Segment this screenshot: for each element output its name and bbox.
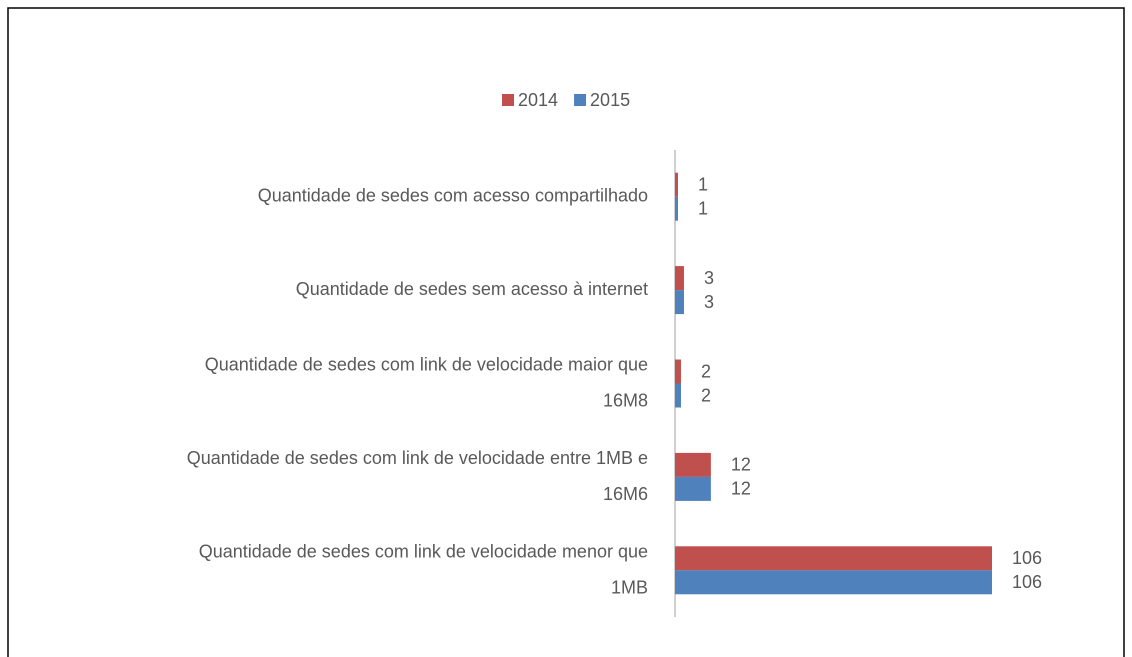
- bar: [675, 196, 678, 221]
- legend-swatch: [574, 94, 587, 106]
- category-label-line: Quantidade de sedes sem acesso à interne…: [296, 279, 648, 299]
- bar: [675, 383, 681, 408]
- bar: [675, 546, 992, 571]
- category-label: Quantidade de sedes com link de velocida…: [205, 354, 648, 410]
- legend-swatch: [502, 94, 514, 106]
- legend-label: 2015: [590, 90, 630, 110]
- data-label: 106: [1012, 548, 1042, 568]
- category-label-line: 16M8: [603, 390, 648, 410]
- category-label-line: Quantidade de sedes com acesso compartil…: [258, 185, 648, 205]
- bar: [675, 452, 711, 477]
- data-label: 12: [731, 455, 751, 475]
- data-label: 1: [698, 198, 708, 218]
- bar: [675, 290, 684, 315]
- legend-label: 2014: [518, 90, 558, 110]
- data-label: 3: [704, 268, 714, 288]
- category-label-line: Quantidade de sedes com link de velocida…: [199, 541, 648, 561]
- bar: [675, 266, 684, 291]
- data-label: 106: [1012, 572, 1042, 592]
- data-label: 2: [701, 361, 711, 381]
- category-label: Quantidade de sedes com acesso compartil…: [258, 185, 648, 205]
- category-label-line: Quantidade de sedes com link de velocida…: [205, 354, 648, 374]
- category-label: Quantidade de sedes com link de velocida…: [199, 541, 648, 597]
- category-label-line: 16M6: [603, 484, 648, 504]
- data-label: 2: [701, 385, 711, 405]
- bar: [675, 570, 992, 595]
- category-label-line: 1MB: [611, 577, 648, 597]
- data-label: 12: [731, 479, 751, 499]
- bar: [675, 359, 681, 384]
- category-label: Quantidade de sedes com link de velocida…: [187, 448, 648, 504]
- bar: [675, 172, 678, 197]
- bar: [675, 476, 711, 501]
- category-label-line: Quantidade de sedes com link de velocida…: [187, 448, 648, 468]
- frame: [7, 7, 1125, 657]
- data-label: 1: [698, 174, 708, 194]
- data-label: 3: [704, 292, 714, 312]
- category-label: Quantidade de sedes sem acesso à interne…: [296, 279, 648, 299]
